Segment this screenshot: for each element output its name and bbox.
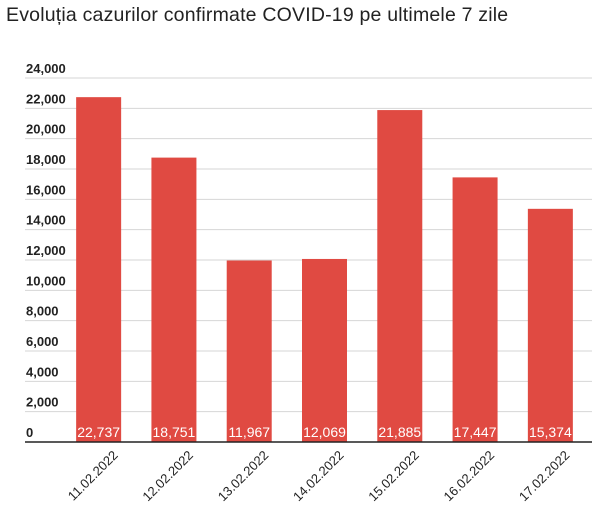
y-tick-label: 0 (26, 425, 33, 440)
x-tick-label: 11.02.2022 (65, 448, 121, 504)
y-tick-label: 2,000 (26, 395, 59, 410)
x-tick-label: 13.02.2022 (215, 448, 272, 505)
bar (377, 110, 423, 442)
bar (527, 208, 573, 442)
y-tick-label: 12,000 (26, 243, 66, 258)
x-tick-label: 17.02.2022 (516, 448, 573, 505)
data-label: 18,751 (153, 424, 196, 440)
chart-title: Evoluția cazurilor confirmate COVID-19 p… (6, 4, 509, 26)
bar (151, 157, 197, 442)
y-tick-label: 8,000 (26, 304, 59, 319)
data-label: 11,967 (228, 424, 270, 440)
x-tick-label: 16.02.2022 (441, 448, 498, 505)
x-tick-label: 12.02.2022 (139, 448, 196, 505)
x-tick-label: 14.02.2022 (290, 448, 347, 505)
data-label: 17,447 (454, 424, 497, 440)
y-tick-label: 18,000 (26, 152, 66, 167)
y-tick-label: 14,000 (26, 213, 66, 228)
bar (226, 260, 272, 442)
y-tick-label: 10,000 (26, 273, 66, 288)
data-label: 12,069 (303, 424, 346, 440)
x-tick-label: 15.02.2022 (365, 448, 422, 505)
bar (302, 258, 347, 442)
bar (452, 177, 498, 443)
bar (76, 97, 122, 442)
data-label: 22,737 (77, 424, 120, 440)
y-tick-label: 22,000 (26, 91, 66, 106)
data-label: 15,374 (529, 424, 572, 440)
y-tick-label: 16,000 (26, 182, 66, 197)
y-tick-label: 24,000 (26, 61, 66, 76)
y-tick-label: 4,000 (26, 364, 59, 379)
y-tick-label: 6,000 (26, 334, 59, 349)
data-label: 21,885 (378, 424, 421, 440)
y-tick-label: 20,000 (26, 122, 66, 137)
